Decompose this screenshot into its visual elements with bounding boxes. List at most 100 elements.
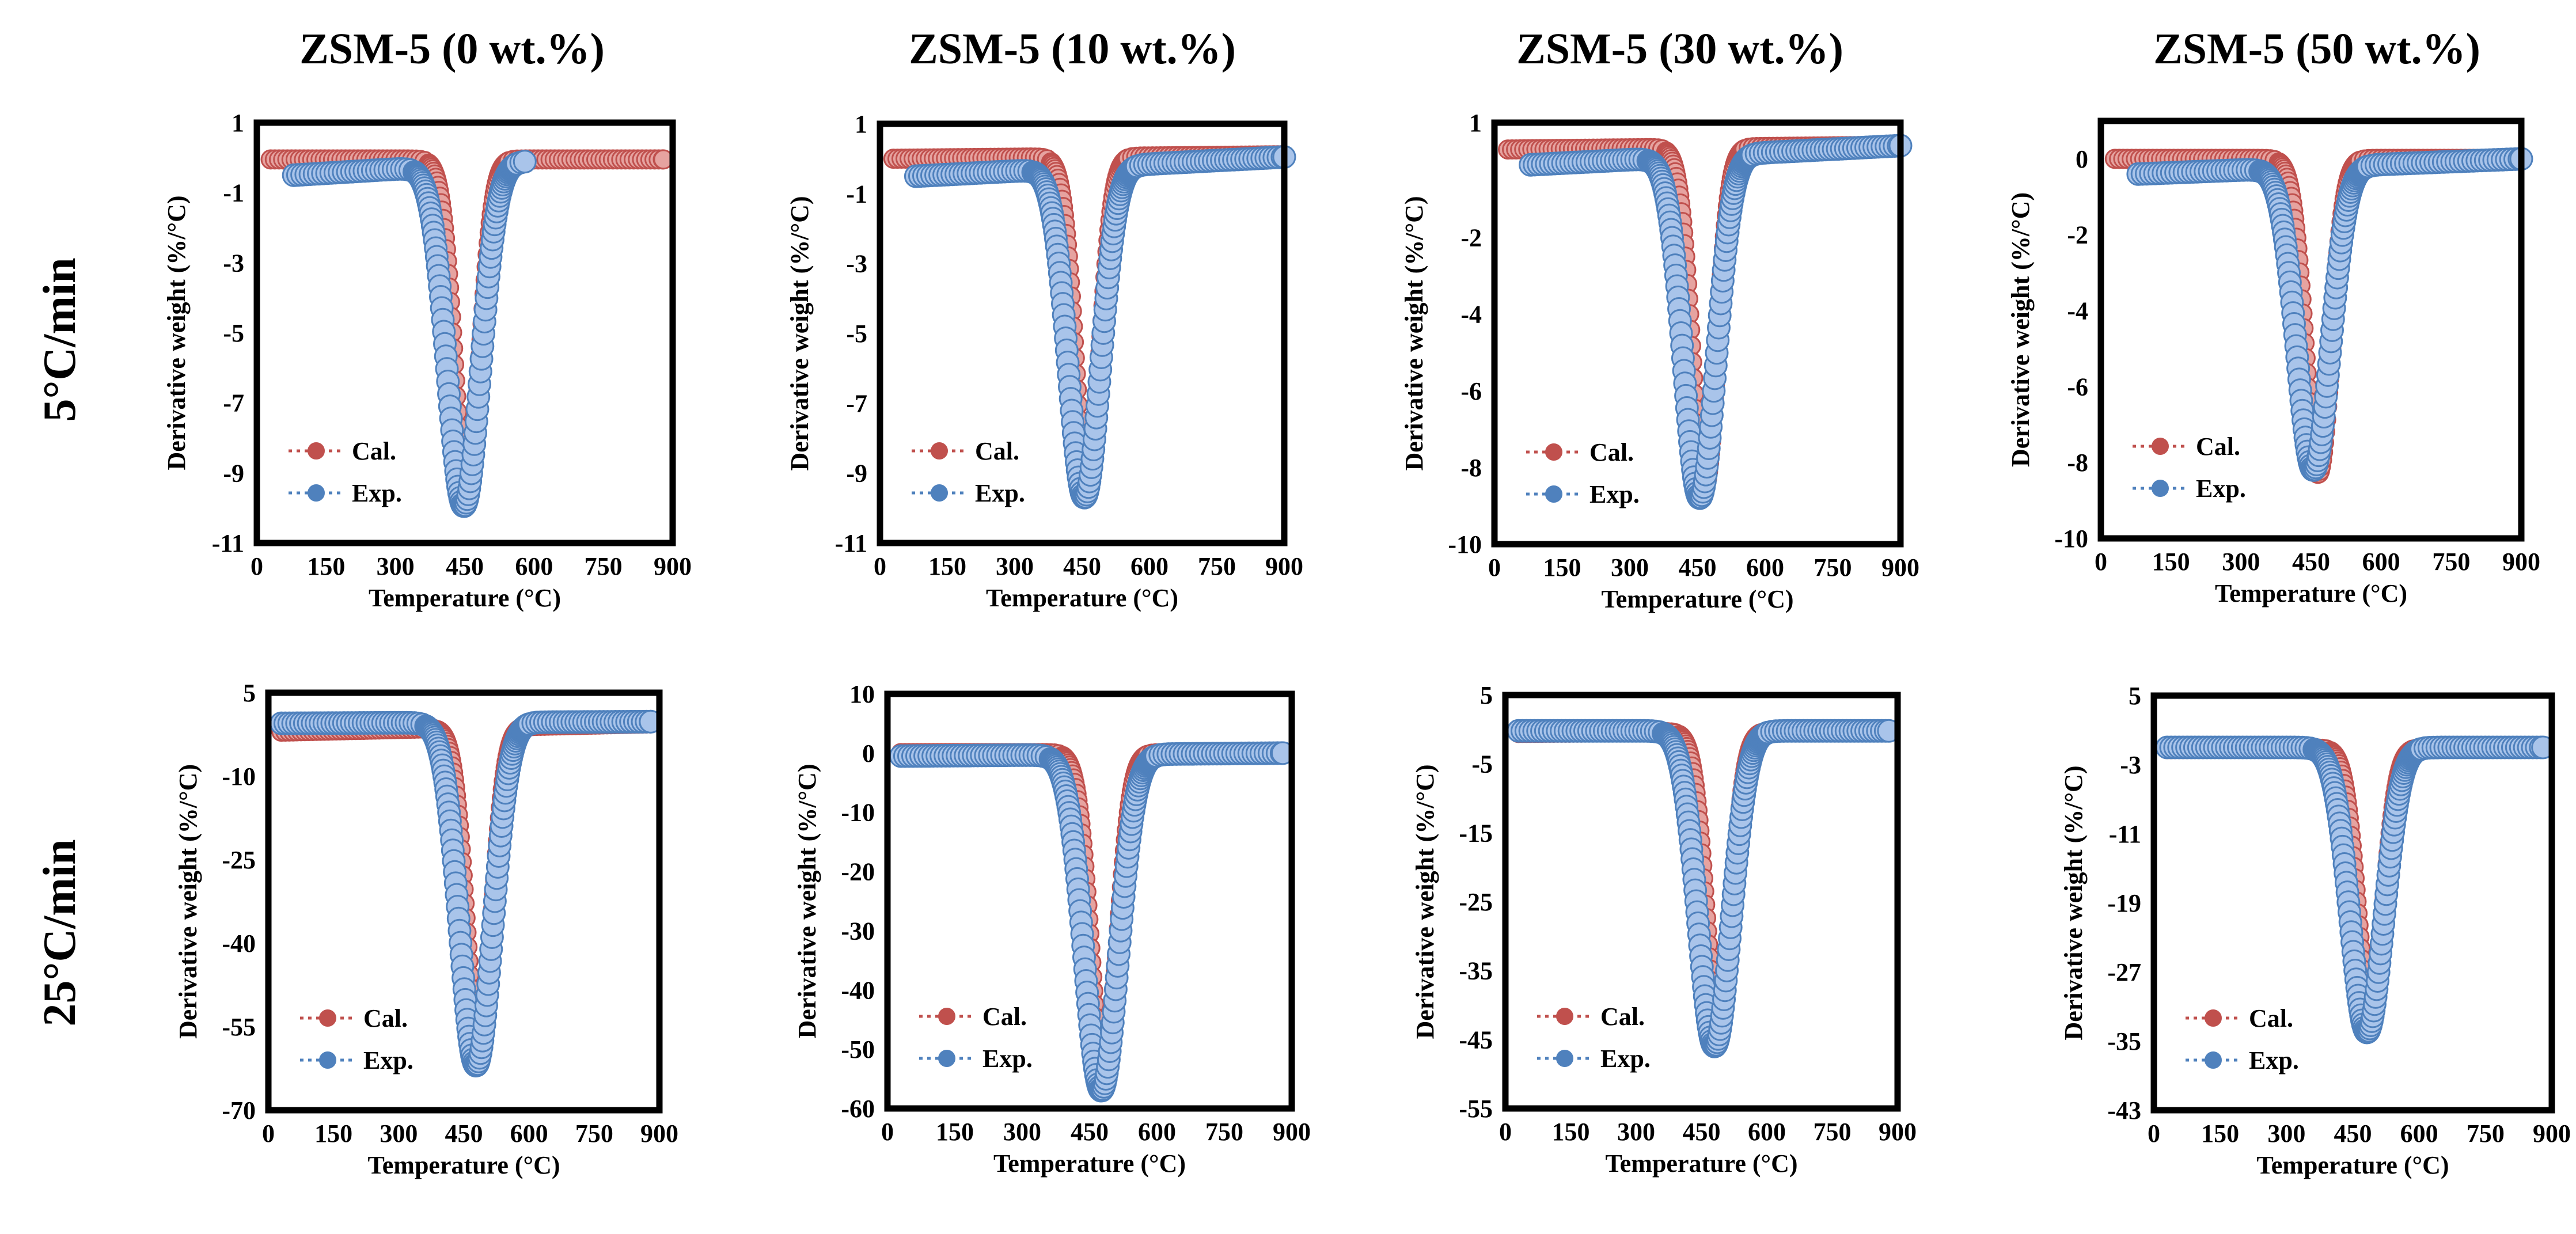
y-tick-label: -8 (2067, 449, 2088, 477)
x-tick-label: 0 (874, 552, 886, 580)
x-axis-label: Temperature (°C) (993, 1149, 1186, 1178)
x-tick-label: 150 (928, 552, 966, 580)
y-tick-label: -40 (841, 976, 875, 1004)
y-tick-label: -5 (1471, 750, 1493, 779)
legend-label: Exp. (975, 479, 1025, 507)
y-tick-label: -25 (1459, 888, 1493, 916)
x-tick-label: 150 (2201, 1119, 2239, 1148)
y-tick-label: -25 (222, 846, 256, 874)
x-tick-label: 900 (2502, 548, 2540, 576)
legend-label: Exp. (1589, 480, 1640, 508)
y-tick-label: -1 (846, 180, 867, 208)
y-tick-label: -43 (2107, 1096, 2141, 1125)
x-tick-label: 300 (996, 552, 1034, 580)
y-tick-label: -30 (841, 917, 875, 945)
panel-r2c4: 0 150 300 450 600 750 900 5 -3 -11 -19 -27 -35 -43 Tem… (2059, 682, 2571, 1179)
x-axis-label: Temperature (°C) (367, 1151, 560, 1179)
x-tick-label: 0 (262, 1119, 275, 1148)
y-tick-label: -20 (841, 858, 875, 886)
x-tick-label: 750 (1814, 553, 1852, 582)
x-tick-label: 150 (1552, 1118, 1590, 1146)
x-tick-label: 600 (2400, 1119, 2438, 1148)
legend-marker (931, 442, 948, 460)
plot-frame (253, 119, 676, 546)
y-tick-label: -7 (846, 389, 867, 417)
legend-label: Cal. (975, 437, 1019, 465)
y-tick-label: -2 (2067, 221, 2088, 249)
y-axis-label: Derivative weight (%/°C) (2006, 192, 2035, 467)
y-tick-label: -35 (1459, 957, 1493, 985)
x-tick-label: 600 (1138, 1118, 1176, 1146)
x-tick-label: 900 (1879, 1118, 1917, 1146)
y-tick-label: -11 (212, 529, 244, 557)
y-tick-label: -3 (846, 250, 867, 278)
panel-r1c2: 0 150 300 450 600 750 900 1 -1 -3 -5 -7 -9 -11 Tempera… (786, 110, 1303, 612)
column-title-0wt: ZSM-5 (0 wt.%) (299, 25, 605, 73)
legend-marker (938, 1008, 955, 1025)
legend-marker (1545, 443, 1562, 461)
y-tick-label: -11 (835, 529, 867, 557)
legend-marker (1556, 1050, 1573, 1067)
x-tick-label: 150 (936, 1118, 974, 1146)
y-tick-label: -3 (2120, 751, 2141, 779)
legend-label: Exp. (2249, 1046, 2299, 1074)
y-tick-label: -70 (222, 1096, 256, 1125)
panel-r2c2: 0 150 300 450 600 750 900 10 0 -10 -20 -30 -40 -50 -60… (793, 680, 1311, 1178)
legend-label: Cal. (2249, 1004, 2293, 1032)
legend-marker (931, 484, 948, 502)
y-tick-label: -15 (1459, 819, 1493, 847)
series-exp (889, 741, 1295, 1103)
legend-label: Exp. (982, 1045, 1033, 1073)
y-tick-label: -10 (222, 762, 256, 791)
legend-label: Exp. (2196, 474, 2246, 503)
x-tick-label: 600 (510, 1119, 548, 1148)
x-tick-label: 0 (1488, 553, 1501, 582)
panel-r1c4: 0 150 300 450 600 750 900 0 -2 -4 -6 -8 -10 Temperatu… (2006, 117, 2540, 607)
y-tick-label: -6 (2067, 373, 2088, 401)
row-label-5cmin: 5°C/min (35, 257, 85, 422)
y-axis-label: Derivative weight (%/°C) (1411, 764, 1439, 1039)
series-exp (282, 150, 537, 518)
legend-marker (308, 484, 325, 502)
y-axis-label: Derivative weight (%/°C) (793, 764, 821, 1038)
y-tick-label: -45 (1459, 1026, 1493, 1054)
legend-marker (319, 1051, 336, 1069)
y-tick-label: 1 (1469, 109, 1482, 137)
y-axis-label: Derivative weight (%/°C) (786, 196, 814, 470)
x-tick-label: 0 (251, 552, 263, 580)
x-tick-label: 150 (314, 1119, 352, 1148)
y-axis-label: Derivative weight (%/°C) (1400, 196, 1428, 470)
x-tick-label: 750 (1198, 552, 1236, 580)
y-tick-label: -9 (846, 460, 867, 488)
y-tick-label: -40 (222, 929, 256, 958)
legend-label: Cal. (363, 1004, 408, 1032)
y-tick-label: 1 (232, 109, 244, 137)
data-point (513, 150, 537, 174)
x-axis-label: Temperature (°C) (369, 584, 561, 612)
x-tick-label: 450 (2334, 1119, 2372, 1148)
x-tick-label: 450 (1063, 552, 1101, 580)
x-tick-label: 450 (1071, 1118, 1109, 1146)
y-tick-label: 10 (849, 680, 875, 708)
column-title-50wt: ZSM-5 (50 wt.%) (2153, 25, 2480, 73)
x-tick-label: 0 (2148, 1119, 2160, 1148)
y-tick-label: -3 (223, 249, 244, 277)
series-exp (1519, 134, 1913, 510)
series-exp (904, 145, 1296, 510)
x-tick-label: 450 (1683, 1118, 1721, 1146)
y-tick-label: -6 (1460, 377, 1482, 405)
x-tick-label: 600 (515, 552, 553, 580)
legend-label: Exp. (363, 1046, 413, 1074)
x-tick-label: 900 (1273, 1118, 1311, 1146)
y-tick-label: -4 (1460, 301, 1482, 329)
x-tick-label: 750 (585, 552, 623, 580)
legend-label: Cal. (352, 437, 396, 465)
panel-r1c1: 0 150 300 450 600 750 900 1 -1 -3 -5 -7 -9 -11 Tempera… (162, 109, 692, 612)
y-tick-label: -11 (2109, 820, 2141, 848)
series-exp (270, 709, 663, 1078)
x-tick-label: 300 (380, 1119, 418, 1148)
x-tick-label: 150 (307, 552, 345, 580)
x-axis-label: Temperature (°C) (2215, 579, 2407, 607)
x-tick-label: 150 (2152, 548, 2190, 576)
